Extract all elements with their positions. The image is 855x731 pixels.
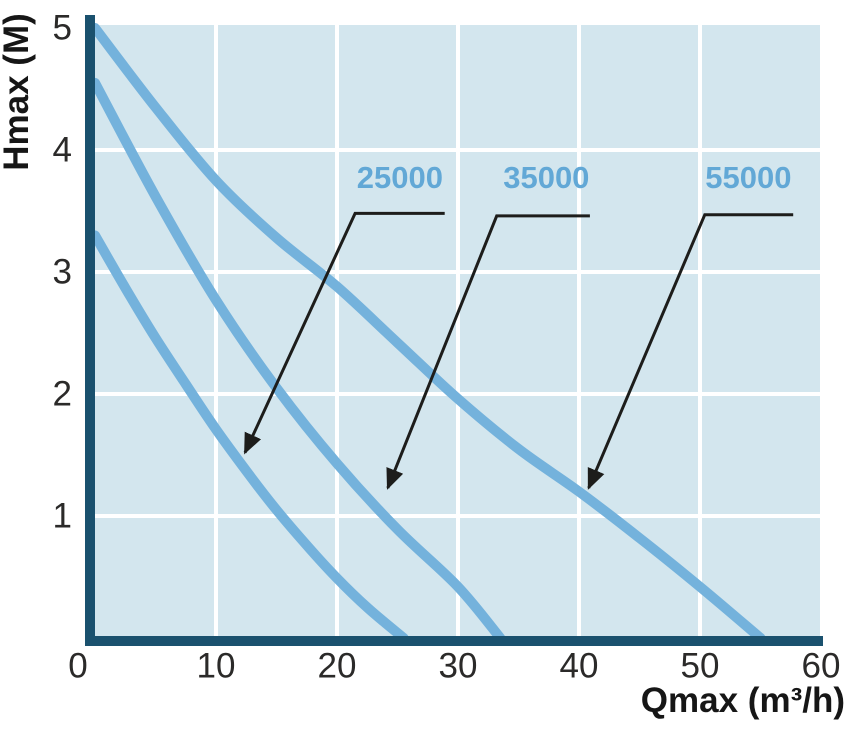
- tick-labels: 0 10 20 30 40 50 60 1 2 3 4 5: [53, 8, 841, 685]
- y-tick-label-1: 1: [53, 496, 72, 535]
- y-tick-label-3: 3: [53, 252, 72, 291]
- x-axis-line: [85, 636, 823, 646]
- y-tick-label-5: 5: [53, 8, 72, 47]
- gridlines: [94, 25, 820, 638]
- x-tick-label-30: 30: [439, 646, 478, 685]
- callout-label-25000: 25000: [357, 160, 443, 195]
- callout-label-35000: 35000: [503, 160, 589, 195]
- x-tick-label-0: 0: [68, 646, 87, 685]
- curve-55000: [90, 23, 766, 643]
- axis-lines: [85, 15, 823, 646]
- y-tick-label-4: 4: [53, 130, 72, 169]
- curve-35000: [90, 77, 506, 643]
- x-tick-label-60: 60: [802, 646, 841, 685]
- y-axis-title: Hmax (M): [0, 13, 36, 171]
- y-axis-line: [85, 15, 95, 646]
- callout-arrow-25000: [243, 211, 445, 455]
- x-tick-label-40: 40: [560, 646, 599, 685]
- callout-arrow-35000: [386, 214, 590, 490]
- x-axis-title: Qmax (m³/h): [641, 681, 845, 720]
- y-tick-label-2: 2: [53, 374, 72, 413]
- curve-25000: [90, 230, 409, 643]
- x-tick-label-10: 10: [197, 646, 236, 685]
- x-tick-label-20: 20: [318, 646, 357, 685]
- callout-arrow-55000: [587, 213, 794, 490]
- series-callouts: 25000 35000 55000: [243, 160, 794, 490]
- x-tick-label-50: 50: [681, 646, 720, 685]
- callout-label-55000: 55000: [705, 160, 791, 195]
- pump-curves: [90, 23, 766, 643]
